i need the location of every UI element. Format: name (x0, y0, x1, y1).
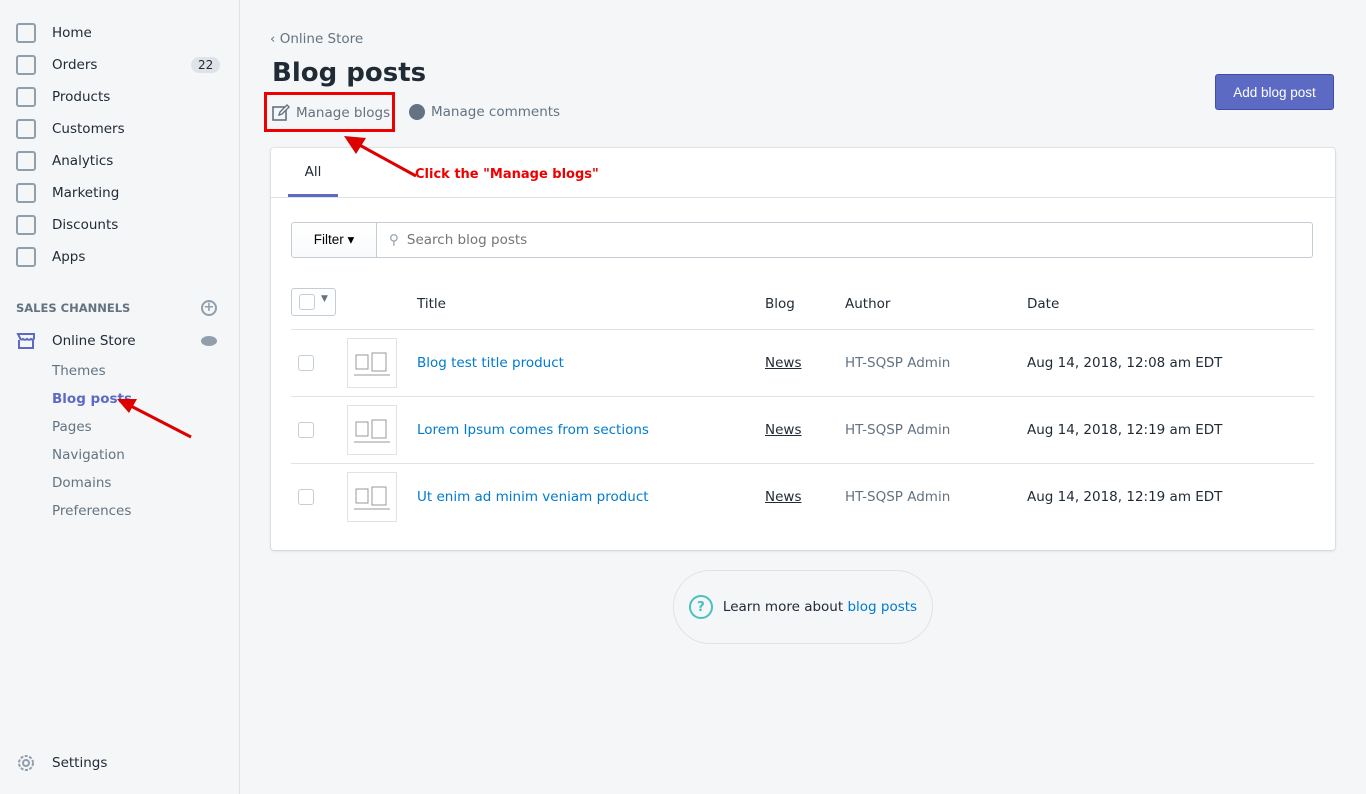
sidebar-item-orders[interactable]: Orders 22 (0, 49, 240, 81)
post-title-link[interactable]: Ut enim ad minim veniam product (417, 489, 649, 505)
learn-more-callout: ? Learn more about blog posts (673, 570, 933, 644)
gear-icon (18, 755, 34, 771)
tag-icon (16, 87, 36, 107)
annotation-arrow-header (344, 136, 417, 178)
bulk-select-dropdown[interactable]: ▼ (291, 288, 336, 316)
column-blog: Blog (765, 296, 795, 312)
tab-all[interactable]: All (288, 148, 338, 197)
sidebar-subitem-themes[interactable]: Themes (52, 363, 106, 379)
column-author: Author (845, 296, 891, 312)
annotation-text: Click the "Manage blogs" (415, 167, 599, 182)
add-blog-post-button[interactable]: Add blog post (1215, 74, 1334, 110)
blog-posts-card: All Filter ▾ ⚲ ▼ Title Blog Author Date … (271, 148, 1335, 550)
date: Aug 14, 2018, 12:08 am EDT (1027, 355, 1223, 371)
sidebar-subitem-domains[interactable]: Domains (52, 475, 112, 491)
help-icon: ? (688, 595, 713, 619)
comment-icon (409, 104, 425, 120)
blog-posts-help-link[interactable]: blog posts (847, 599, 918, 615)
post-thumbnail (347, 405, 397, 455)
sidebar-subitem-navigation[interactable]: Navigation (52, 447, 125, 463)
sidebar-item-discounts[interactable]: Discounts (0, 209, 240, 241)
row-checkbox[interactable] (298, 422, 314, 438)
sidebar-item-products[interactable]: Products (0, 81, 240, 113)
annotation-arrow-sidebar (117, 399, 192, 439)
blog-link[interactable]: News (765, 489, 802, 505)
manage-blogs-button[interactable]: Manage blogs (272, 104, 390, 122)
breadcrumb-online-store[interactable]: ‹ Online Store (270, 31, 364, 47)
orders-count-badge: 22 (191, 57, 221, 73)
sidebar: Home Orders 22 Products Customers Analytics Ma… (0, 0, 240, 794)
row-checkbox[interactable] (298, 355, 314, 371)
page-title: Blog posts (272, 58, 427, 88)
row-checkbox[interactable] (298, 489, 314, 505)
chart-icon (16, 151, 36, 171)
person-icon (16, 119, 36, 139)
edit-icon (272, 104, 290, 121)
sidebar-subitem-preferences[interactable]: Preferences (52, 503, 132, 519)
highlight-box (264, 92, 395, 132)
orders-icon (16, 55, 36, 75)
apps-icon (16, 247, 36, 267)
discount-icon (16, 215, 36, 235)
author: HT-SQSP Admin (845, 489, 951, 505)
sidebar-item-analytics[interactable]: Analytics (0, 145, 240, 177)
table-row: Lorem Ipsum comes from sections News HT-… (291, 396, 1314, 463)
sidebar-subitem-pages[interactable]: Pages (52, 419, 92, 435)
table-row: Blog test title product News HT-SQSP Adm… (291, 329, 1314, 396)
date: Aug 14, 2018, 12:19 am EDT (1027, 422, 1223, 438)
home-icon (16, 23, 36, 43)
author: HT-SQSP Admin (845, 355, 951, 371)
post-title-link[interactable]: Blog test title product (417, 355, 564, 371)
filter-button[interactable]: Filter ▾ (291, 222, 377, 258)
sidebar-item-online-store[interactable]: Online Store (0, 325, 240, 357)
column-title: Title (417, 296, 446, 312)
sidebar-item-settings[interactable]: Settings (0, 747, 240, 779)
post-title-link[interactable]: Lorem Ipsum comes from sections (417, 422, 649, 438)
view-store-eye-icon[interactable] (201, 336, 217, 346)
search-field[interactable]: ⚲ (376, 222, 1313, 258)
sidebar-item-apps[interactable]: Apps (0, 241, 240, 273)
sidebar-subitem-blog-posts[interactable]: Blog posts (52, 391, 133, 407)
author: HT-SQSP Admin (845, 422, 951, 438)
sales-channels-heading: SALES CHANNELS (16, 301, 131, 315)
column-date: Date (1027, 296, 1060, 312)
table-row: Ut enim ad minim veniam product News HT-… (291, 463, 1314, 530)
store-icon (16, 333, 35, 349)
add-channel-icon[interactable]: + (201, 300, 217, 316)
sidebar-item-home[interactable]: Home (0, 17, 240, 49)
blog-link[interactable]: News (765, 355, 802, 371)
blog-link[interactable]: News (765, 422, 802, 438)
post-thumbnail (347, 472, 397, 522)
sidebar-item-customers[interactable]: Customers (0, 113, 240, 145)
search-input[interactable] (406, 232, 1312, 248)
post-thumbnail (347, 338, 397, 388)
sidebar-item-marketing[interactable]: Marketing (0, 177, 240, 209)
search-icon: ⚲ (389, 232, 399, 248)
date: Aug 14, 2018, 12:19 am EDT (1027, 489, 1223, 505)
megaphone-icon (16, 183, 36, 203)
manage-comments-button[interactable]: Manage comments (409, 104, 560, 120)
